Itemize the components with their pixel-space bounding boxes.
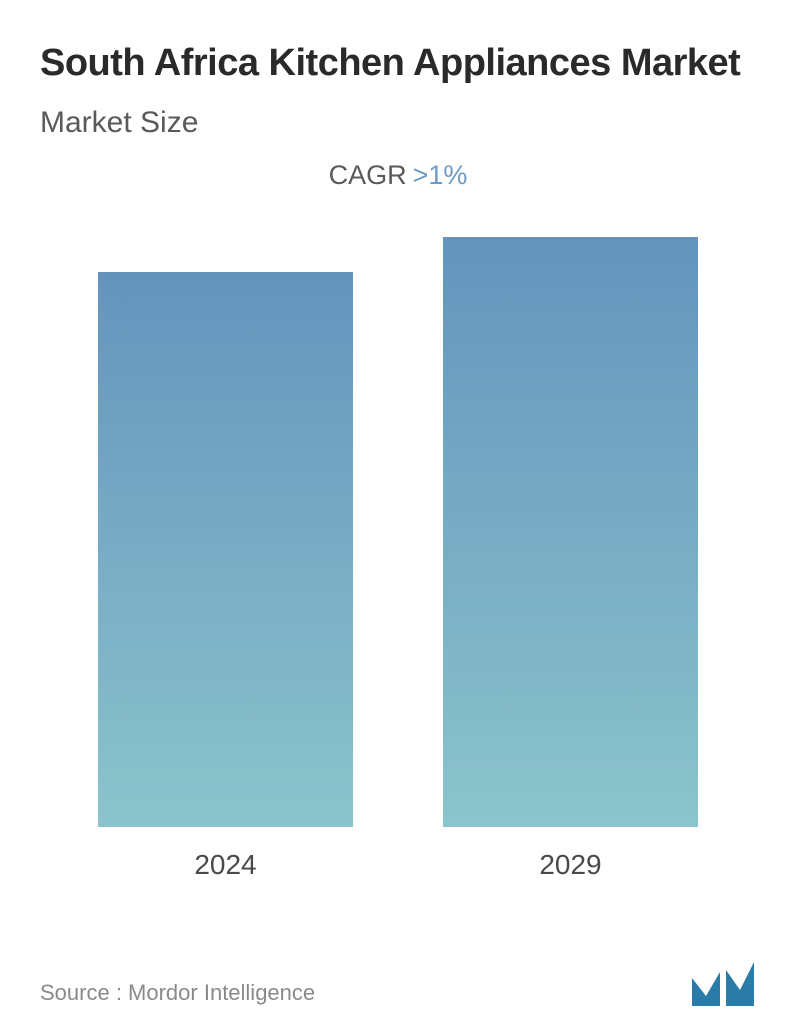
cagr-label: CAGR — [329, 160, 407, 190]
bar-chart: 2024 2029 — [40, 241, 756, 881]
cagr-value: >1% — [413, 160, 468, 190]
bar-group-2024: 2024 — [98, 272, 353, 881]
chart-footer: Source : Mordor Intelligence — [40, 962, 756, 1006]
bar-group-2029: 2029 — [443, 237, 698, 881]
mordor-logo-icon — [692, 962, 756, 1006]
chart-title: South Africa Kitchen Appliances Market — [40, 40, 756, 88]
cagr-row: CAGR>1% — [40, 160, 756, 191]
bar-label-2024: 2024 — [194, 849, 256, 881]
bar-label-2029: 2029 — [539, 849, 601, 881]
bar-2029 — [443, 237, 698, 827]
bar-2024 — [98, 272, 353, 827]
chart-subtitle: Market Size — [40, 106, 756, 140]
source-text: Source : Mordor Intelligence — [40, 980, 315, 1006]
